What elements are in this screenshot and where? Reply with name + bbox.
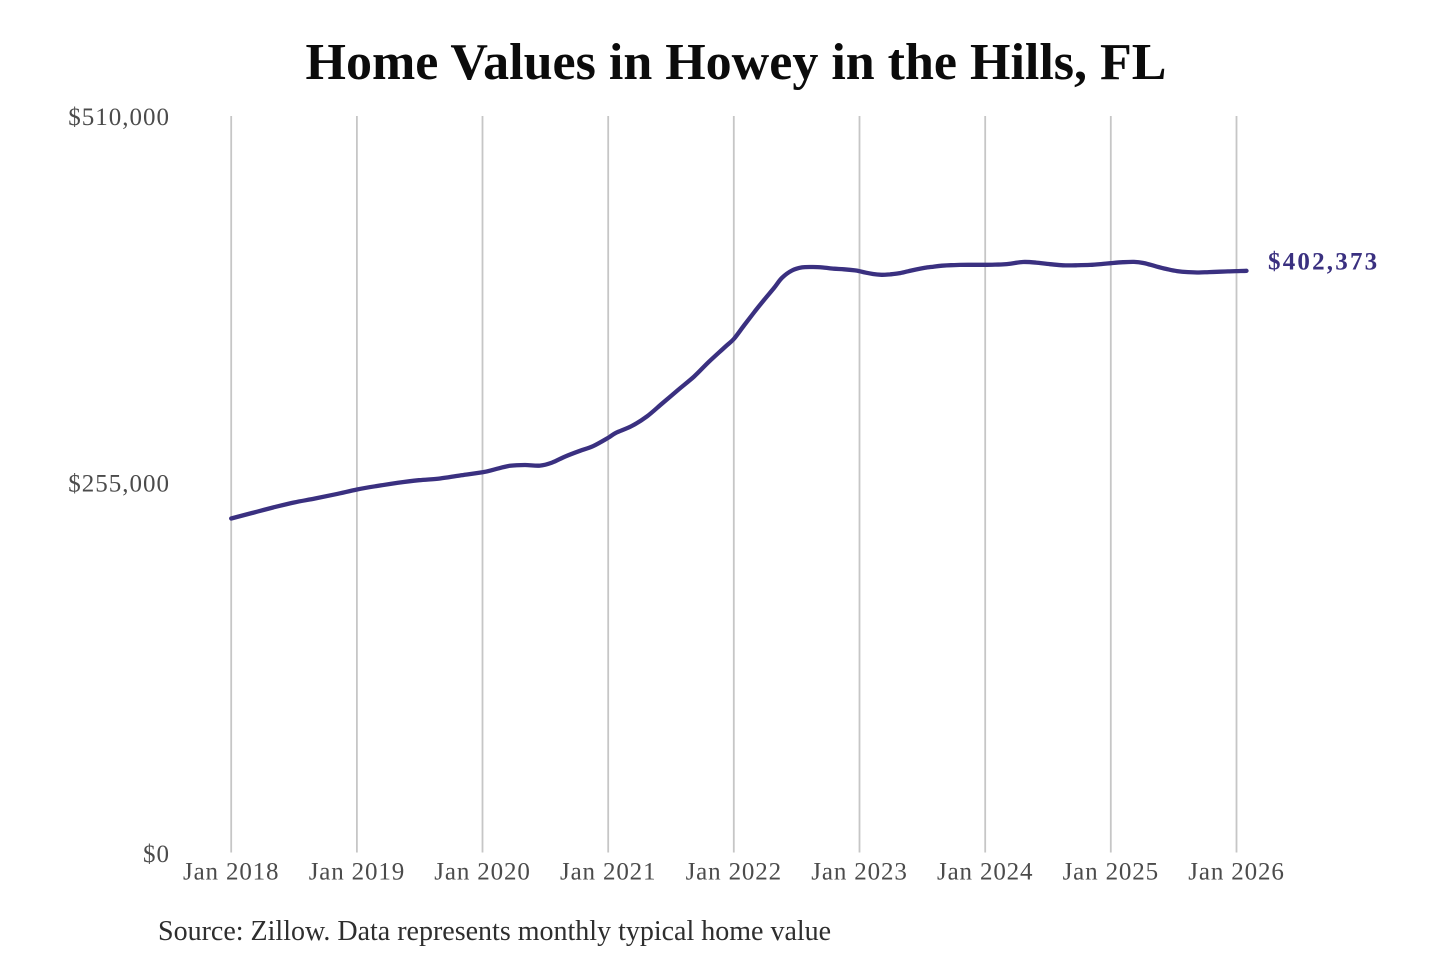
svg-text:Home Values in Howey in the Hi: Home Values in Howey in the Hills, FL — [306, 34, 1167, 91]
svg-text:$402,373: $402,373 — [1268, 249, 1379, 276]
svg-text:$0: $0 — [143, 841, 170, 868]
svg-text:Jan 2024: Jan 2024 — [937, 859, 1033, 886]
svg-text:Jan 2020: Jan 2020 — [434, 859, 530, 886]
svg-text:$255,000: $255,000 — [68, 471, 170, 498]
svg-text:Jan 2022: Jan 2022 — [686, 859, 782, 886]
svg-text:Source: Zillow. Data represent: Source: Zillow. Data represents monthly … — [158, 916, 831, 947]
svg-text:$510,000: $510,000 — [68, 104, 170, 131]
svg-text:Jan 2025: Jan 2025 — [1063, 859, 1159, 886]
svg-text:Jan 2021: Jan 2021 — [560, 859, 656, 886]
svg-text:Jan 2018: Jan 2018 — [183, 859, 279, 886]
svg-text:Jan 2019: Jan 2019 — [309, 859, 405, 886]
svg-text:Jan 2026: Jan 2026 — [1188, 859, 1284, 886]
svg-text:Jan 2023: Jan 2023 — [811, 859, 907, 886]
